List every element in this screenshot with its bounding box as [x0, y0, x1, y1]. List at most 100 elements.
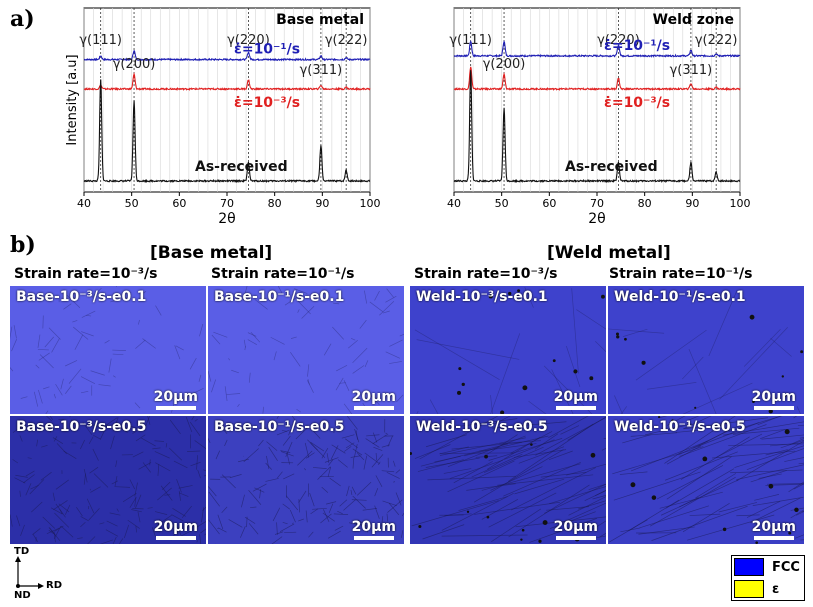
grain-boundary: [276, 429, 290, 436]
micrograph-image: [608, 286, 804, 414]
grain-boundary: [135, 525, 137, 533]
grain-boundary: [115, 460, 118, 468]
grain-boundary: [297, 450, 313, 466]
grain-boundary: [732, 427, 800, 435]
grain-boundary: [155, 305, 162, 316]
grain-boundary: [147, 507, 153, 509]
inclusion-dot: [768, 409, 773, 414]
grain-boundary: [43, 386, 50, 390]
grain-boundary: [307, 378, 310, 385]
grain-boundary: [339, 382, 346, 384]
grain-boundary: [52, 437, 64, 444]
grain-boundary: [131, 509, 142, 513]
inclusion-dot: [589, 376, 594, 381]
grain-boundary: [154, 451, 170, 459]
grain-boundary: [111, 480, 119, 485]
grain-boundary: [371, 454, 384, 468]
grain-boundary: [466, 483, 516, 491]
x-tick-label: 40: [447, 197, 461, 210]
micrograph-background: [208, 416, 404, 544]
grain-boundary: [473, 449, 564, 503]
grain-boundary: [790, 507, 804, 511]
grain-boundary: [263, 425, 267, 432]
grain-boundary: [381, 516, 384, 527]
grain-boundary: [736, 514, 760, 517]
grain-boundary: [656, 465, 724, 500]
grain-boundary: [549, 486, 606, 504]
grain-boundary: [373, 446, 383, 451]
legend-label: FCC: [772, 559, 800, 575]
series-line: [83, 50, 371, 62]
grain-boundary: [364, 360, 369, 368]
micrograph-background: [10, 286, 206, 414]
inclusion-dot: [755, 541, 759, 544]
xrd-chart-base-metal: 40 50 60 70 80 90 100 2θ Intensity [a.u] Base met…: [65, 7, 380, 227]
grain-boundary: [503, 461, 581, 497]
grain-boundary: [185, 417, 193, 433]
grain-boundary: [439, 446, 469, 455]
grain-boundary: [486, 434, 518, 455]
peak-label: γ(220): [227, 33, 270, 48]
grain-boundary: [586, 520, 606, 534]
grain-boundary: [335, 377, 344, 391]
grain-boundary: [348, 522, 364, 526]
x-tick-label: 80: [268, 197, 282, 210]
grain-boundary: [301, 305, 315, 319]
grain-boundary: [229, 474, 242, 479]
grain-boundary: [297, 309, 300, 313]
grain-boundary: [441, 493, 514, 531]
grain-boundary: [183, 394, 191, 398]
grain-boundary: [794, 534, 804, 539]
grain-boundary: [608, 328, 665, 334]
grain-boundary: [112, 536, 117, 544]
grain-boundary: [248, 372, 251, 383]
inclusion-dot: [520, 538, 523, 541]
legend-swatch: [734, 558, 764, 576]
grain-boundary: [328, 503, 334, 514]
grain-boundary: [568, 496, 606, 516]
grain-boundary: [716, 433, 763, 458]
grain-boundary: [178, 485, 193, 489]
grain-boundary: [200, 528, 206, 534]
peak-label: γ(311): [300, 63, 343, 78]
grain-boundary: [87, 536, 96, 544]
grain-boundary: [268, 446, 278, 461]
grain-boundary: [110, 435, 115, 450]
grain-boundary: [204, 475, 206, 477]
grain-boundary: [110, 298, 123, 303]
grain-boundary: [647, 382, 697, 390]
grain-boundary: [382, 310, 390, 314]
grain-boundary: [681, 356, 704, 380]
grain-boundary: [664, 416, 736, 464]
grain-boundary: [254, 299, 268, 310]
grain-boundary: [271, 536, 283, 544]
grain-boundary: [88, 436, 94, 445]
grain-boundary: [122, 493, 137, 503]
grain-boundary: [63, 303, 72, 310]
grain-boundary: [116, 508, 119, 512]
grain-boundary: [208, 486, 217, 497]
base-metal-title: [Base metal]: [150, 243, 273, 263]
grain-boundary: [651, 505, 748, 541]
grain-boundary: [112, 417, 119, 431]
grain-boundary: [19, 435, 23, 442]
grain-boundary: [99, 539, 113, 544]
grain-boundary: [337, 459, 348, 468]
grain-boundary: [282, 521, 288, 525]
grain-boundary: [89, 488, 91, 491]
micrograph-tile: Base-10⁻¹/s-e0.5 20μm: [208, 416, 404, 544]
grain-boundary: [288, 429, 292, 436]
grain-boundary: [252, 483, 267, 492]
grain-boundary: [566, 345, 581, 387]
grain-boundary: [687, 514, 775, 541]
grain-boundary: [329, 477, 341, 487]
grain-boundary: [13, 325, 17, 339]
grain-boundary: [292, 522, 294, 525]
grain-boundary: [171, 514, 184, 522]
grain-boundary: [48, 527, 56, 536]
grain-boundary: [90, 370, 105, 376]
grain-boundary: [89, 466, 99, 474]
grain-boundary: [46, 527, 60, 534]
series-line: [453, 40, 741, 58]
grain-boundary: [178, 490, 181, 501]
